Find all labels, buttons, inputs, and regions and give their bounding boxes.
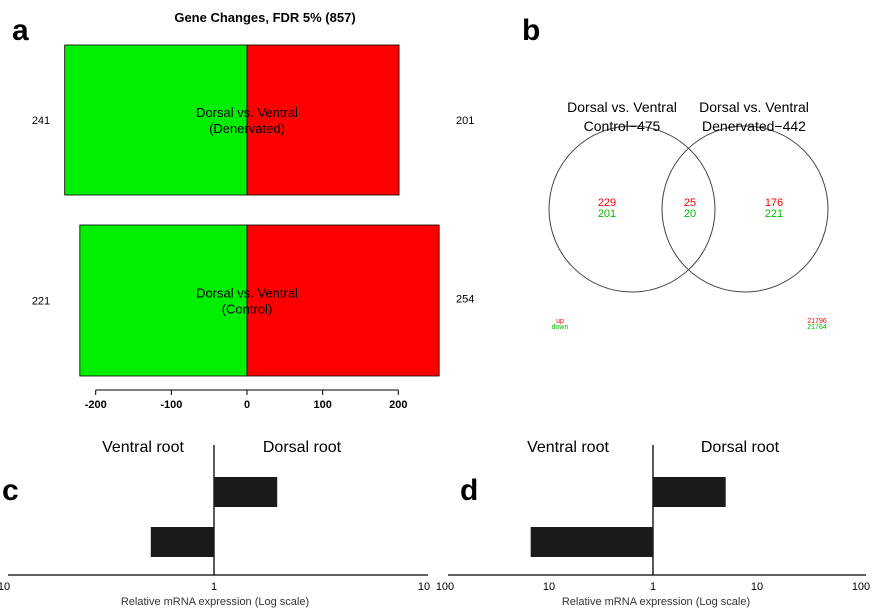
tick-label: 10 — [751, 581, 763, 593]
venn-outside-up: 21796 — [807, 318, 827, 325]
tick-label: 100 — [436, 581, 454, 593]
panel-letter-b: b — [522, 14, 540, 47]
tick-label: 100 — [852, 581, 870, 593]
bar-down-count-1: 241 — [32, 115, 50, 127]
bar-up-2 — [246, 224, 440, 377]
venn-set-1-name-line2: Control−475 — [584, 118, 661, 134]
chart-c-left-label: Ventral root — [102, 439, 184, 456]
venn-outside-down: 21764 — [807, 324, 827, 331]
panel-letter-c: c — [2, 474, 19, 507]
tick-label: 10 — [418, 581, 430, 593]
panel-d-chart: Ventral root Dorsal root Relative mRNA e… — [436, 439, 870, 608]
venn-circle-control — [548, 125, 716, 293]
venn-set-2-up-count: 176 — [765, 197, 783, 209]
venn-set-1-up-count: 229 — [598, 197, 616, 209]
chart-d-xlabel: Relative mRNA expression (Log scale) — [562, 596, 750, 608]
venn-circle-denervated — [661, 125, 829, 293]
bar-ventral — [530, 527, 653, 557]
chart-c-xlabel: Relative mRNA expression (Log scale) — [121, 596, 309, 608]
venn-set-1-down-count: 201 — [598, 208, 616, 220]
panel-letter-d: d — [460, 474, 478, 507]
tick-label: 1 — [211, 581, 217, 593]
tick-label: 10 — [543, 581, 555, 593]
bar-down-count-2: 221 — [32, 296, 50, 308]
chart-a-tick-label: 0 — [244, 399, 250, 411]
bar-up-count-1: 201 — [456, 115, 474, 127]
bar-label-line2-2: (Control) — [222, 302, 273, 317]
venn-set-1-name-line1: Dorsal vs. Ventral — [567, 99, 677, 115]
chart-d-left-label: Ventral root — [527, 439, 609, 456]
bar-label-line2-1: (Denervated) — [209, 121, 285, 136]
venn-set-2-name-line1: Dorsal vs. Ventral — [699, 99, 809, 115]
chart-d-right-label: Dorsal root — [701, 439, 780, 456]
venn-legend-up: up — [556, 318, 564, 325]
bar-ventral — [150, 527, 214, 557]
venn-intersection-down-count: 20 — [684, 208, 696, 220]
tick-label: 10 — [0, 581, 10, 593]
bar-up-count-2: 254 — [456, 294, 474, 306]
bar-down-1 — [64, 44, 248, 196]
chart-a-title: Gene Changes, FDR 5% (857) — [174, 10, 355, 25]
bar-label-line1-2: Dorsal vs. Ventral — [196, 286, 298, 301]
bar-up-1 — [246, 44, 400, 196]
chart-a-tick-label: -200 — [85, 399, 107, 411]
bar-label-line1-1: Dorsal vs. Ventral — [196, 105, 298, 120]
venn-intersection-up-count: 25 — [684, 197, 696, 209]
panel-c-chart: Ventral root Dorsal root Relative mRNA e… — [0, 439, 430, 608]
chart-a-tick-label: 100 — [313, 399, 331, 411]
tick-label: 1 — [650, 581, 656, 593]
panel-b-venn: Dorsal vs. Ventral Control−475 Dorsal vs… — [548, 99, 829, 331]
panel-a-chart: Gene Changes, FDR 5% (857) Dorsal vs. Ve… — [32, 10, 475, 411]
chart-c-right-label: Dorsal root — [263, 439, 342, 456]
panel-letter-a: a — [12, 14, 29, 47]
venn-set-2-name-line2: Denervated−442 — [702, 118, 806, 134]
chart-a-tick-label: 200 — [389, 399, 407, 411]
bar-down-2 — [79, 224, 248, 377]
chart-a-tick-label: -100 — [160, 399, 182, 411]
venn-set-2-down-count: 221 — [765, 208, 783, 220]
bar-dorsal — [214, 477, 278, 507]
venn-legend-down: down — [552, 324, 569, 331]
bar-dorsal — [653, 477, 726, 507]
